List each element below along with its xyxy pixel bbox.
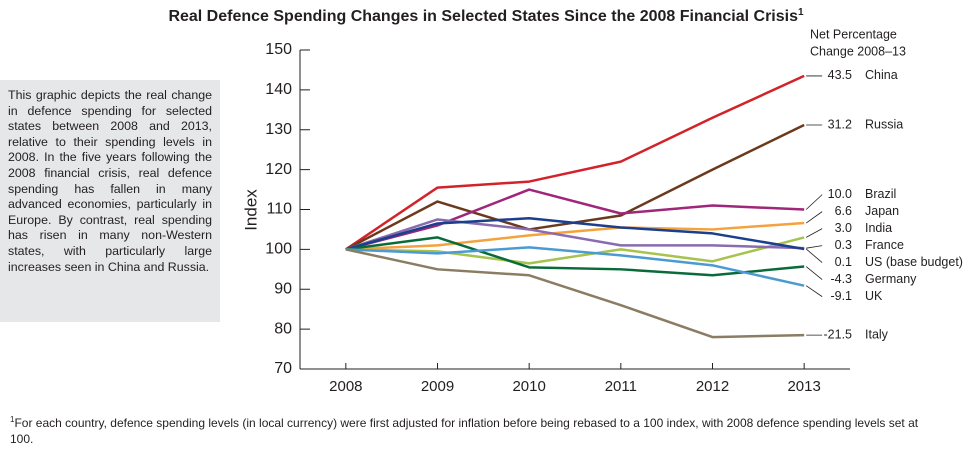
title-text: Real Defence Spending Changes in Selecte… — [168, 8, 798, 25]
end-label-header: Change 2008–13 — [810, 44, 906, 58]
leader-line — [805, 248, 823, 263]
x-tick-label: 2011 — [605, 378, 637, 395]
net-change-label: 43.5 — [828, 68, 852, 82]
x-tick-label: 2012 — [696, 378, 729, 395]
series-name: France — [865, 238, 904, 252]
y-tick-label: 150 — [265, 41, 292, 58]
net-change-label: 0.1 — [835, 255, 852, 269]
series-name: India — [865, 221, 892, 235]
y-tick-label: 140 — [265, 81, 292, 98]
net-change-label: 10.0 — [828, 187, 852, 201]
net-change-label: -21.5 — [824, 327, 853, 341]
y-tick-label: 110 — [266, 201, 292, 218]
x-tick-label: 2010 — [512, 378, 545, 395]
series-line — [345, 218, 805, 251]
series-name: China — [865, 68, 898, 82]
leader-line — [805, 285, 823, 297]
x-tick-label: 2008 — [329, 378, 362, 395]
leader-line — [805, 228, 823, 238]
footnote-text: For each country, defence spending level… — [10, 416, 919, 446]
y-tick-label: 90 — [274, 280, 292, 297]
leader-line — [805, 194, 823, 210]
leader-line — [806, 245, 823, 249]
series-line — [345, 236, 805, 265]
net-change-label: 3.0 — [835, 221, 852, 235]
y-tick-label: 80 — [274, 320, 292, 337]
net-change-label: 31.2 — [828, 117, 852, 131]
y-tick-label: 70 — [274, 360, 292, 377]
series-name: Japan — [865, 204, 899, 218]
series-line — [345, 188, 805, 251]
end-label-header: Net Percentage — [810, 27, 897, 41]
series-name: Brazil — [865, 187, 896, 201]
footnote-mark: 1 — [10, 415, 15, 424]
series-line — [345, 248, 805, 339]
chart: Real Defence Spending Changes in Selecte… — [168, 7, 963, 395]
title-note-mark: 1 — [798, 7, 804, 18]
net-change-label: 0.3 — [835, 238, 852, 252]
y-tick-label: 100 — [265, 241, 292, 258]
series-name: Germany — [865, 272, 917, 286]
series-name: UK — [865, 289, 883, 303]
series-line — [345, 236, 805, 277]
y-tick-label: 130 — [265, 121, 292, 138]
net-change-label: -9.1 — [830, 289, 852, 303]
net-change-label: 6.6 — [835, 204, 852, 218]
note-box: This graphic depicts the real change in … — [0, 80, 220, 322]
leader-line — [805, 211, 823, 224]
leader-line — [805, 266, 823, 280]
x-tick-label: 2009 — [421, 378, 454, 395]
net-change-label: -4.3 — [830, 272, 852, 286]
series-line — [345, 74, 805, 251]
series-line — [345, 246, 805, 287]
chart-title: Real Defence Spending Changes in Selecte… — [168, 7, 804, 26]
series-line — [345, 217, 805, 251]
y-tick-label: 120 — [265, 161, 292, 178]
x-tick-label: 2013 — [787, 378, 820, 395]
series-name: Russia — [865, 117, 903, 131]
series-name: Italy — [865, 327, 889, 341]
y-axis-label: Index — [241, 189, 260, 231]
series-name: US (base budget) — [865, 255, 963, 269]
footnote: 1For each country, defence spending leve… — [10, 412, 940, 447]
series-line — [345, 221, 805, 251]
